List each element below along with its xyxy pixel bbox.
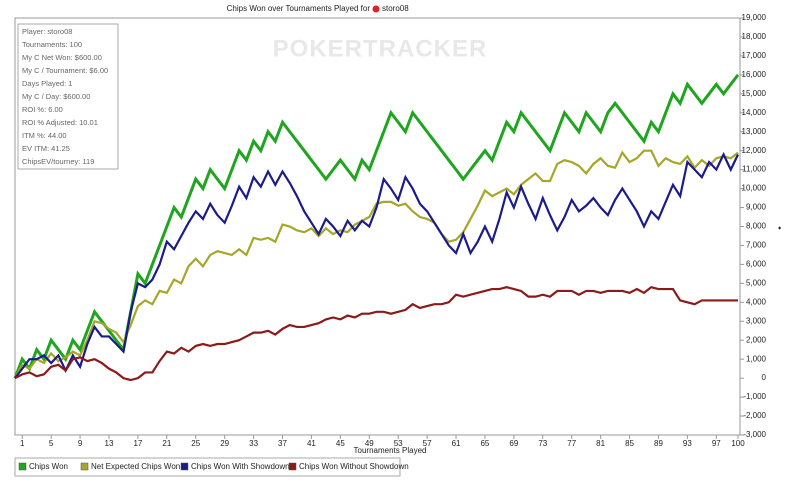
resize-handle[interactable]: ⬩ <box>778 222 782 232</box>
y-tick-label: 10,000 <box>742 184 767 193</box>
x-tick-label: 17 <box>133 439 142 448</box>
y-tick-label: 13,000 <box>742 127 767 136</box>
x-tick-label: 85 <box>625 439 634 448</box>
x-tick-label: 25 <box>191 439 200 448</box>
y-tick-label: 2,000 <box>746 335 767 344</box>
x-tick-label: 9 <box>78 439 83 448</box>
x-tick-label: 53 <box>394 439 403 448</box>
legend-swatch <box>18 462 27 471</box>
x-tick-label: 33 <box>249 439 258 448</box>
x-tick-label: 97 <box>712 439 721 448</box>
legend-label: Chips Won With Showdown <box>191 462 290 471</box>
y-tick-label: -1,000 <box>743 392 766 401</box>
x-axis-label: Tournaments Played <box>354 446 427 455</box>
y-tick-label: 0 <box>762 373 767 382</box>
info-line: My C / Day: $600.00 <box>22 92 90 101</box>
y-tick-label: 7,000 <box>746 241 767 250</box>
chart-title-player: storo08 <box>382 4 409 13</box>
legend-label: Chips Won Without Showdown <box>299 462 409 471</box>
info-line: ITM %: 44.00 <box>22 131 67 140</box>
x-tick-label: 49 <box>365 439 374 448</box>
y-tick-label: 5,000 <box>746 278 767 287</box>
y-tick-label: 12,000 <box>742 146 767 155</box>
x-tick-label: 1 <box>20 439 25 448</box>
info-line: Player: storo08 <box>22 27 72 36</box>
y-tick-label: 11,000 <box>742 165 766 174</box>
info-line: ChipsEV/tourney: 119 <box>22 157 94 166</box>
info-line: ROI %: 6.00 <box>22 105 63 114</box>
legend <box>14 457 401 477</box>
x-tick-label: 100 <box>731 439 745 448</box>
chart-title: Chips Won over Tournaments Played for <box>227 4 371 13</box>
x-tick-label: 81 <box>596 439 605 448</box>
legend-label: Net Expected Chips Won <box>91 462 180 471</box>
x-tick-label: 69 <box>509 439 518 448</box>
x-tick-label: 57 <box>423 439 432 448</box>
info-line: My C / Tournament: $6.00 <box>22 66 108 75</box>
x-tick-label: 77 <box>567 439 576 448</box>
y-tick-label: 6,000 <box>746 260 767 269</box>
x-tick-label: 89 <box>654 439 663 448</box>
info-line: My C Net Won: $600.00 <box>22 53 102 62</box>
legend-swatch <box>180 462 189 471</box>
x-tick-label: 93 <box>683 439 692 448</box>
y-tick-label: 14,000 <box>742 108 767 117</box>
y-tick-label: 15,000 <box>742 89 767 98</box>
info-line: Tournaments: 100 <box>22 40 82 49</box>
watermark: POKERTRACKER <box>273 35 488 62</box>
x-tick-label: 41 <box>307 439 316 448</box>
info-line: Days Played: 1 <box>22 79 72 88</box>
y-tick-label: 4,000 <box>746 297 767 306</box>
y-tick-label: -2,000 <box>743 411 766 420</box>
player-icon <box>372 5 380 13</box>
y-tick-label: 8,000 <box>746 222 767 231</box>
y-tick-label: 9,000 <box>746 203 767 212</box>
y-tick-label: 3,000 <box>746 316 767 325</box>
legend-label: Chips Won <box>29 462 68 471</box>
info-line: EV ITM: 41.25 <box>22 144 70 153</box>
info-box <box>17 23 119 170</box>
x-tick-label: 45 <box>336 439 345 448</box>
series-line <box>13 73 740 379</box>
y-tick-label: 18,000 <box>742 32 767 41</box>
series-line <box>14 285 738 382</box>
x-tick-label: 21 <box>162 439 171 448</box>
x-tick-label: 29 <box>220 439 229 448</box>
y-tick-label: -3,000 <box>743 430 766 439</box>
x-tick-label: 37 <box>278 439 287 448</box>
y-tick-label: 1,000 <box>746 354 767 363</box>
x-tick-label: 5 <box>49 439 54 448</box>
x-tick-label: 13 <box>105 439 114 448</box>
series-line <box>14 151 739 379</box>
y-tick-label: 17,000 <box>742 51 767 60</box>
y-tick-label: 19,000 <box>742 13 767 22</box>
x-tick-label: 73 <box>538 439 547 448</box>
y-tick-label: 16,000 <box>742 70 767 79</box>
x-tick-label: 65 <box>480 439 489 448</box>
legend-swatch <box>288 462 297 471</box>
x-tick-label: 61 <box>452 439 461 448</box>
info-line: ROI % Adjusted: 10.01 <box>22 118 98 127</box>
legend-swatch <box>80 462 89 471</box>
